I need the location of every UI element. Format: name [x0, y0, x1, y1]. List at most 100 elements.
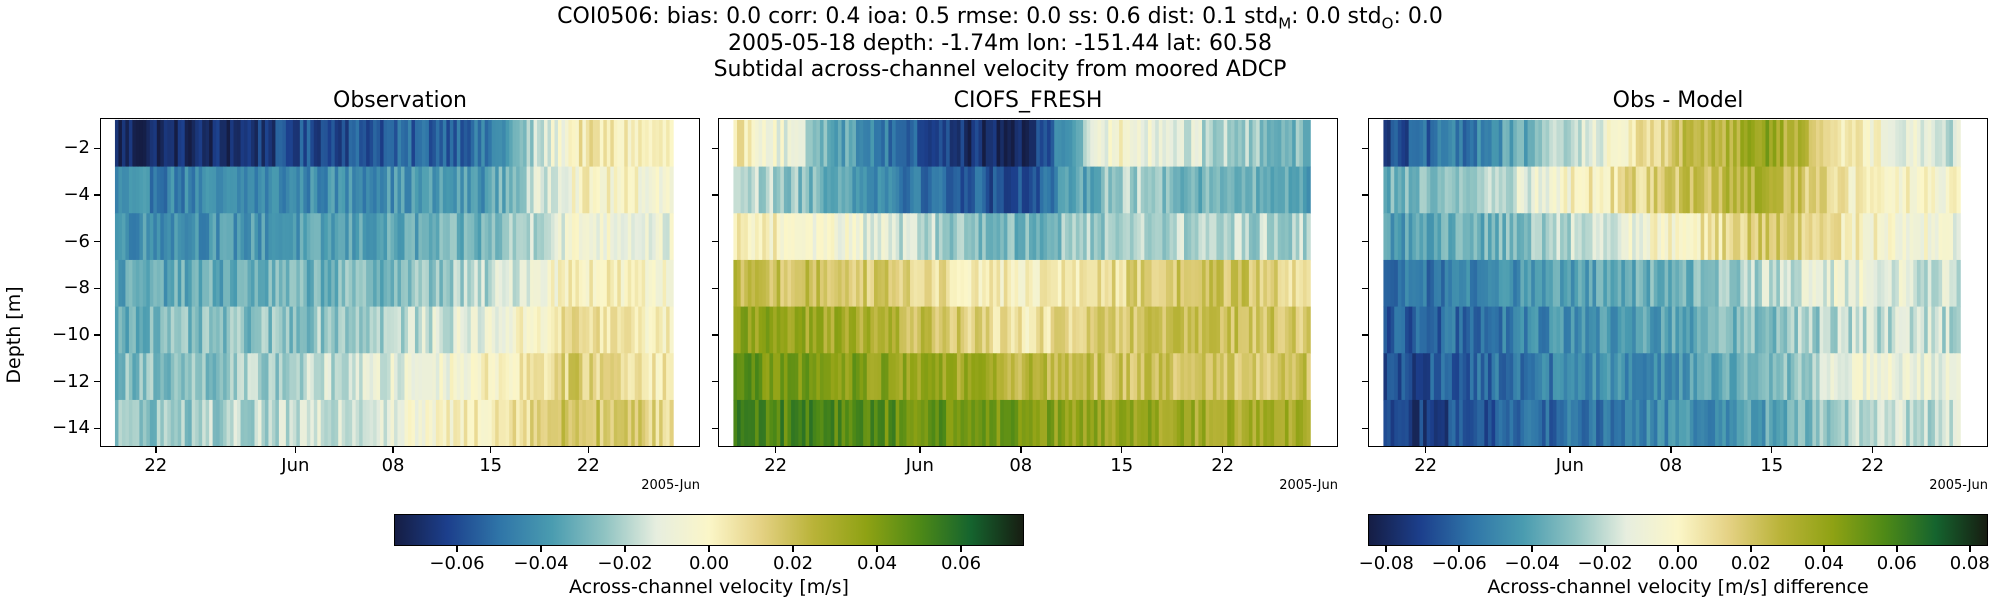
x-tick-label: Jun — [281, 455, 310, 476]
heatmap-cell — [1021, 119, 1026, 168]
heatmap-cell — [762, 353, 767, 401]
heatmap-cell — [747, 353, 753, 401]
heatmap-cell — [805, 259, 810, 308]
heatmap-cell — [502, 399, 507, 446]
heatmap-cell — [1852, 399, 1857, 446]
heatmap-cell — [1906, 306, 1911, 354]
heatmap-cell — [149, 353, 154, 401]
heatmap-cell — [324, 166, 329, 214]
heatmap-cell — [809, 166, 814, 214]
heatmap-cell — [1469, 119, 1475, 168]
heatmap-cell — [863, 213, 868, 261]
heatmap-cell — [1884, 353, 1889, 401]
heatmap-cell — [1021, 306, 1026, 354]
heatmap-cell — [1202, 166, 1207, 214]
heatmap-cell — [191, 213, 196, 261]
heatmap-cell — [610, 259, 615, 308]
heatmap-cell — [177, 166, 182, 214]
heatmap-cell — [188, 306, 193, 354]
heatmap-cell — [264, 353, 270, 401]
heatmap-cell — [1700, 399, 1705, 446]
heatmap-cell — [561, 119, 566, 168]
heatmap-cell — [1144, 119, 1149, 168]
heatmap-cell — [1209, 259, 1214, 308]
heatmap-cell — [599, 306, 604, 354]
heatmap-cell — [1415, 213, 1421, 261]
heatmap-cell — [425, 166, 430, 214]
heatmap-cell — [509, 306, 514, 354]
heatmap-cell — [296, 119, 301, 168]
heatmap-cell — [740, 306, 745, 354]
heatmap-cell — [327, 399, 332, 446]
heatmap-cell — [910, 259, 915, 308]
heatmap-cell — [964, 353, 969, 401]
heatmap-cell — [1538, 353, 1543, 401]
heatmap-cell — [1277, 166, 1282, 214]
heatmap-cell — [219, 353, 224, 401]
heatmap-cell — [1556, 166, 1561, 214]
heatmap-cell — [1549, 353, 1554, 401]
heatmap-cell — [1585, 213, 1590, 261]
heatmap-cell — [1552, 119, 1558, 168]
heatmap-cell — [1567, 306, 1572, 354]
heatmap-cell — [1184, 399, 1189, 446]
heatmap-cell — [390, 353, 395, 401]
heatmap-cell — [816, 213, 821, 261]
heatmap-cell — [516, 166, 521, 214]
heatmap-cell — [1480, 259, 1485, 308]
heatmap-cell — [1495, 259, 1500, 308]
heatmap-cell — [251, 166, 256, 214]
heatmap-cell — [1898, 353, 1904, 401]
heatmap-cell — [1191, 213, 1196, 261]
heatmap-cell — [1650, 306, 1655, 354]
colorbar-tick — [1896, 546, 1898, 552]
heatmap-cell — [978, 399, 983, 446]
heatmap-cell — [118, 166, 123, 214]
heatmap-cell — [1230, 306, 1236, 354]
heatmap-cell — [787, 353, 792, 401]
heatmap-cell — [247, 166, 252, 214]
heatmap-cell — [114, 119, 120, 168]
heatmap-cell — [1043, 166, 1048, 214]
heatmap-cell — [1401, 213, 1406, 261]
heatmap-cell — [261, 119, 266, 168]
heatmap-cell — [1725, 259, 1731, 308]
heatmap-cell — [1934, 213, 1940, 261]
heatmap-cell — [935, 306, 940, 354]
heatmap-cell — [338, 306, 343, 354]
heatmap-cell — [184, 119, 189, 168]
heatmap-cell — [125, 399, 130, 446]
heatmap-cell — [1245, 119, 1250, 168]
heatmap-cell — [641, 259, 646, 308]
heatmap-cell — [805, 119, 810, 168]
heatmap-cell — [442, 306, 447, 354]
heatmap-cell — [394, 119, 399, 168]
heatmap-cell — [585, 259, 590, 308]
heatmap-cell — [568, 166, 573, 214]
heatmap-cell — [202, 399, 207, 446]
heatmap-cell — [188, 259, 193, 308]
heatmap-cell — [610, 213, 615, 261]
heatmap-cell — [1859, 259, 1864, 308]
heatmap-cell — [341, 166, 346, 214]
heatmap-cell — [1834, 306, 1839, 354]
heatmap-cell — [913, 166, 918, 214]
heatmap-cell — [848, 399, 853, 446]
heatmap-cell — [467, 353, 472, 401]
heatmap-cell — [401, 166, 406, 214]
heatmap-cell — [1772, 399, 1777, 446]
heatmap-cell — [855, 166, 861, 214]
heatmap-cell — [467, 306, 472, 354]
heatmap-cell — [282, 166, 287, 214]
heatmap-cell — [530, 166, 535, 214]
heatmap-cell — [1769, 306, 1774, 354]
heatmap-cell — [1888, 259, 1893, 308]
heatmap-cell — [1108, 353, 1113, 401]
heatmap-cell — [603, 259, 608, 308]
heatmap-cell — [1036, 259, 1041, 308]
heatmap-cell — [895, 213, 900, 261]
heatmap-cell — [645, 306, 650, 354]
heatmap-cell — [1036, 119, 1041, 168]
heatmap-cell — [1209, 166, 1214, 214]
heatmap-cell — [631, 399, 636, 446]
